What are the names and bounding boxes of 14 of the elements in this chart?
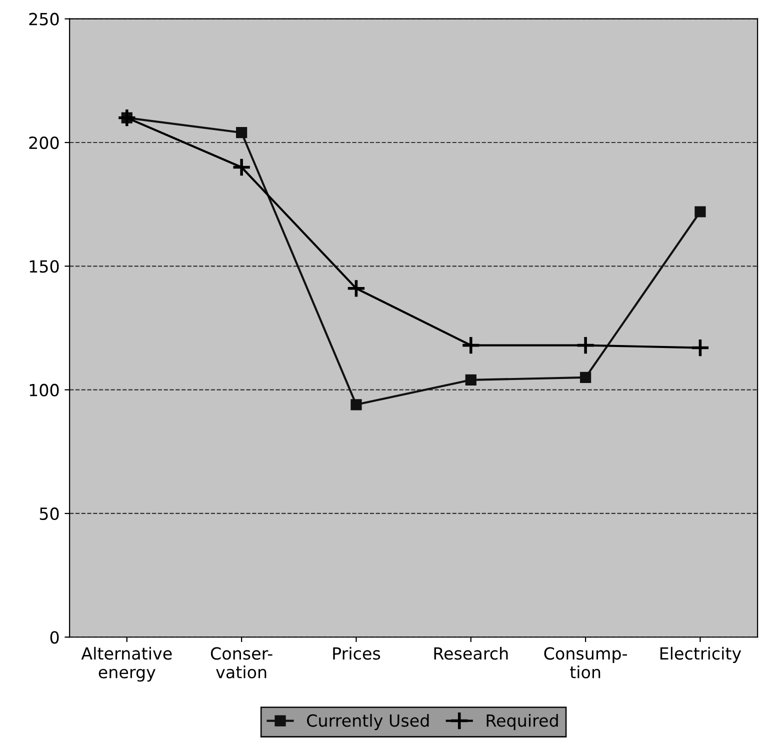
y-tick-label: 200 [29,136,59,150]
y-tick-label: 250 [29,12,59,26]
legend-label: Required [486,714,558,730]
x-tick-label: Alternative energy [81,646,172,682]
x-tick-label: Consump- tion [544,647,627,678]
x-tick-label: Research [434,646,508,660]
y-tick-label: 100 [30,384,59,396]
y-tick-label: 150 [30,260,59,273]
x-tick-label: Conser- vation [210,647,272,678]
x-tick-label: Prices [333,646,380,660]
y-tick-label: 50 [40,507,59,520]
x-tick-label: Electricity [660,646,742,663]
legend-label: Currently Used [307,714,429,730]
y-tick-label: 0 [50,631,59,644]
